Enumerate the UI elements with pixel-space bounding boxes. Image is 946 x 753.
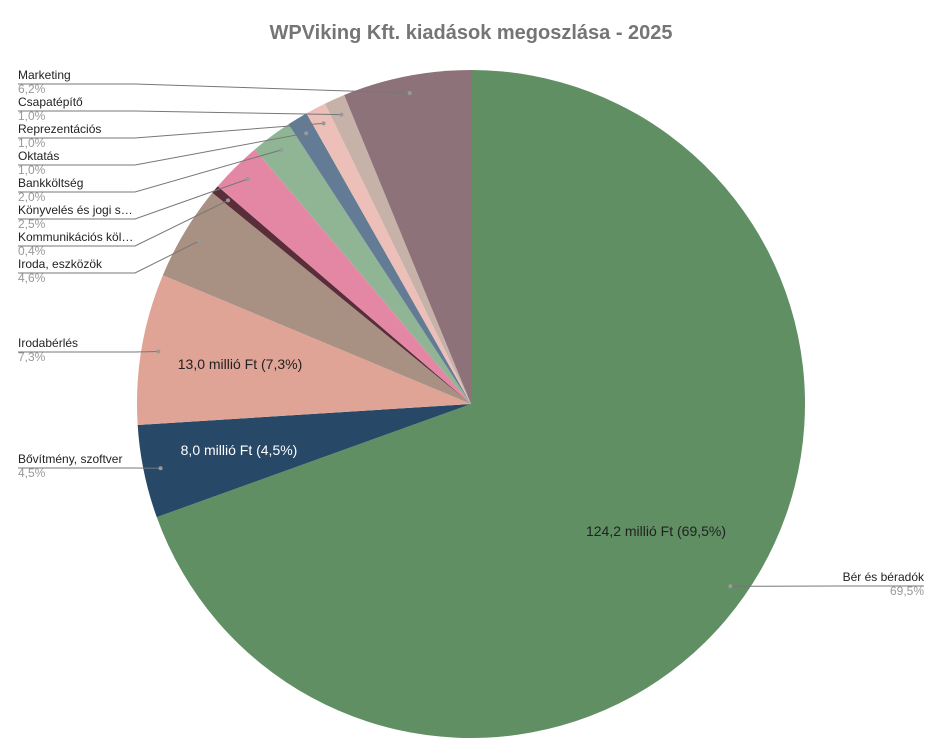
slice-legend-percent: 4,5% [18, 466, 46, 480]
leader-dot [304, 131, 308, 135]
slice-value-label: 8,0 millió Ft (4,5%) [181, 442, 298, 458]
chart-title: WPViking Kft. kiadások megoszlása - 2025 [269, 22, 672, 44]
slice-legend-label: Kommunikációs köl… [18, 230, 133, 244]
slice-legend-label: Csapatépítő [18, 95, 83, 109]
slice-value-label: 13,0 millió Ft (7,3%) [178, 356, 302, 372]
leader-dot [728, 584, 732, 588]
leader-dot [156, 349, 160, 353]
slice-legend-label: Bér és béradók [843, 570, 925, 584]
slice-legend-label: Bankköltség [18, 176, 83, 190]
leader-dot [197, 239, 201, 243]
slice-legend-label: Oktatás [18, 149, 59, 163]
leader-dot [339, 113, 343, 117]
slice-legend-percent: 6,2% [18, 82, 46, 96]
slice-legend-percent: 1,0% [18, 136, 46, 150]
slice-legend-percent: 2,0% [18, 190, 46, 204]
leader-line [18, 84, 410, 93]
leader-dot [226, 198, 230, 202]
slice-legend-label: Marketing [18, 68, 71, 82]
slice-legend-label: Könyvelés és jogi s… [18, 203, 133, 217]
slice-legend-percent: 1,0% [18, 163, 46, 177]
slice-value-label: 124,2 millió Ft (69,5%) [586, 523, 726, 539]
leader-dot [246, 177, 250, 181]
leader-dot [159, 466, 163, 470]
leader-dot [322, 121, 326, 125]
leader-dot [408, 91, 412, 95]
slice-legend-percent: 1,0% [18, 109, 46, 123]
slice-legend-label: Iroda, eszközök [18, 257, 103, 271]
slice-legend-label: Reprezentációs [18, 122, 101, 136]
slice-legend-percent: 0,4% [18, 244, 46, 258]
slice-legend-label: Bővítmény, szoftver [18, 452, 122, 466]
slice-legend-label: Irodabérlés [18, 336, 78, 350]
slice-legend-percent: 4,6% [18, 271, 46, 285]
leader-dot [279, 148, 283, 152]
slice-legend-percent: 69,5% [890, 584, 924, 598]
leader-line [18, 111, 341, 115]
slice-legend-percent: 7,3% [18, 350, 46, 364]
slice-legend-percent: 2,5% [18, 217, 46, 231]
